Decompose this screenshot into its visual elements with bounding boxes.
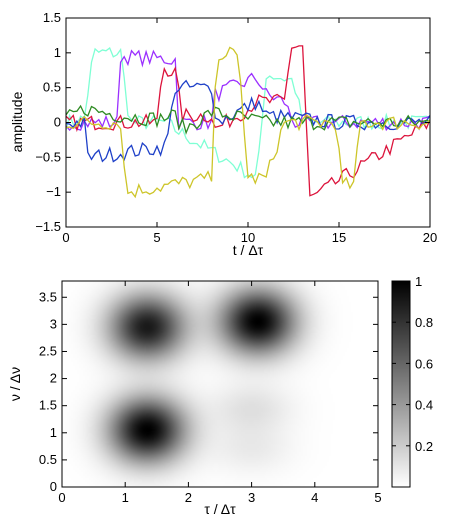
y-ticks: 0 0.5 1 1.5 2 2.5 3 3.5 [39, 289, 378, 494]
x-tick-label: 1 [122, 490, 129, 505]
y-tick-label: 2 [50, 371, 57, 386]
series-lines [66, 45, 430, 199]
y-tick-label: 0 [54, 115, 61, 130]
x-tick-label: 0 [62, 230, 69, 245]
y-tick-label: 0.5 [39, 452, 57, 467]
x-tick-label: 5 [153, 230, 160, 245]
x-axis-label: t / Δτ [233, 242, 264, 258]
amplitude-plot: 0 5 10 15 20 −1.5 −1 −0.5 0 0.5 1 1.5 t / Δτ ampli… [9, 10, 437, 258]
colorbar-tick-label: 1 [415, 274, 422, 289]
y-tick-label: −1.5 [35, 219, 61, 234]
x-tick-label: 0 [58, 490, 65, 505]
y-tick-label: 1 [54, 45, 61, 60]
colorbar [391, 280, 411, 488]
y-axis-label: ν / Δν [7, 367, 23, 401]
x-tick-label: 15 [332, 230, 346, 245]
y-tick-label: −0.5 [35, 149, 61, 164]
heatmap-image [62, 281, 378, 487]
x-tick-label: 4 [311, 490, 318, 505]
y-tick-label: 3.5 [39, 289, 57, 304]
y-tick-label: 1 [50, 425, 57, 440]
series-line [66, 46, 430, 199]
colorbar-tick-label: 0.2 [415, 439, 433, 454]
y-tick-label: 1.5 [39, 398, 57, 413]
series-line [66, 104, 430, 135]
y-ticks: −1.5 −1 −0.5 0 0.5 1 1.5 [35, 10, 430, 234]
x-ticks: 0 5 10 15 20 [62, 18, 437, 245]
colorbar-tick-label: 0.4 [415, 398, 433, 413]
x-tick-label: 5 [374, 490, 381, 505]
y-tick-label: 0.5 [43, 80, 61, 95]
y-tick-label: 1.5 [43, 10, 61, 25]
y-tick-label: 3 [50, 316, 57, 331]
y-tick-label: 0 [50, 479, 57, 494]
colorbar-tick-label: 0.8 [415, 315, 433, 330]
y-axis-label: amplitude [9, 91, 25, 152]
heatmap-frame [61, 280, 379, 488]
y-tick-label: −1 [46, 184, 61, 199]
colorbar-ticks: 0.2 0.4 0.6 0.8 1 [392, 274, 433, 454]
x-ticks: 0 1 2 3 4 5 [58, 281, 382, 505]
x-axis-label: τ / Δτ [204, 501, 236, 517]
x-tick-label: 2 [185, 490, 192, 505]
x-tick-label: 10 [241, 230, 255, 245]
x-tick-label: 20 [423, 230, 437, 245]
spectrogram-plot: 0 1 2 3 4 5 0 0.5 1 1.5 2 2.5 3 3.5 τ / Δτ ν / Δν 0.… [7, 274, 433, 517]
colorbar-tick-label: 0.6 [415, 356, 433, 371]
series-line [66, 79, 430, 163]
y-tick-label: 2.5 [39, 343, 57, 358]
x-tick-label: 3 [248, 490, 255, 505]
